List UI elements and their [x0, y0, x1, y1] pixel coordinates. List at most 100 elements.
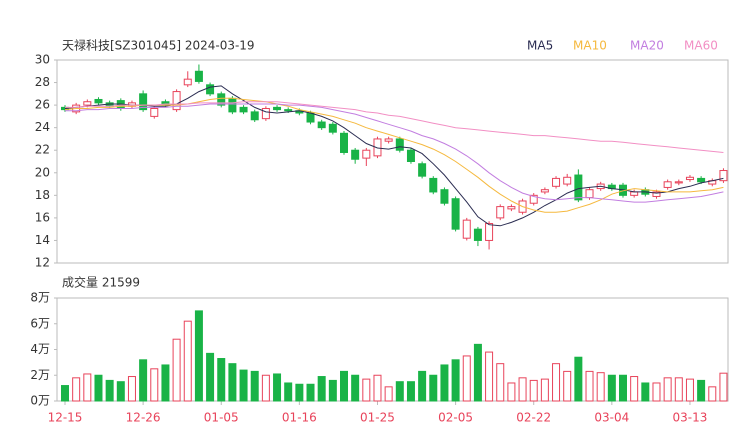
candle-body	[663, 181, 672, 188]
volume-bar	[596, 372, 605, 402]
ma-line	[64, 85, 724, 227]
candle-body	[462, 219, 471, 239]
legend-entry: MA20	[630, 39, 664, 53]
candle-body	[674, 181, 683, 184]
x-tick-label: 03-04	[594, 411, 629, 425]
volume-bar	[161, 364, 170, 402]
volume-bar	[183, 320, 192, 402]
candle-body	[585, 189, 594, 199]
volume-bar	[139, 359, 148, 402]
candle-body	[139, 93, 148, 111]
volume-bar	[239, 369, 248, 402]
candle-body	[239, 106, 248, 113]
volume-bar	[607, 374, 616, 402]
volume-title: 成交量 21599	[62, 275, 140, 290]
volume-bar	[295, 383, 304, 402]
volume-bar	[306, 383, 315, 402]
volume-tick-label: 2万	[30, 368, 50, 382]
candle-body	[529, 194, 538, 204]
volume-bar	[406, 381, 415, 402]
candle-body	[451, 198, 460, 230]
volume-bar	[685, 378, 694, 402]
y-tick-label: 22	[35, 143, 50, 157]
volume-bar	[451, 359, 460, 402]
volume-bar	[574, 356, 583, 402]
volume-bar	[384, 386, 393, 402]
y-tick-label: 20	[35, 165, 50, 179]
volume-bar	[641, 382, 650, 402]
candle-body	[94, 98, 103, 104]
candle-body	[563, 176, 572, 185]
x-tick-label: 02-22	[516, 411, 551, 425]
volume-bar	[462, 355, 471, 402]
volume-bar	[663, 377, 672, 402]
volume-bar	[529, 379, 538, 402]
candle-body	[552, 177, 561, 187]
x-tick-label: 01-05	[204, 411, 239, 425]
candle-body	[250, 111, 259, 121]
volume-bar	[362, 378, 371, 402]
volume-bar	[697, 379, 706, 402]
candle-body	[384, 138, 393, 142]
y-tick-label: 16	[35, 210, 50, 224]
volume-bar	[284, 382, 293, 402]
candle-body	[340, 132, 348, 153]
volume-bar	[440, 364, 449, 402]
candle-body	[630, 191, 639, 196]
volume-bar	[61, 385, 69, 402]
volume-bar	[429, 374, 438, 402]
x-tick-label: 03-13	[673, 411, 708, 425]
candle-body	[373, 138, 382, 157]
y-tick-label: 26	[35, 98, 50, 112]
volume-bar	[317, 376, 326, 402]
candle-body	[719, 170, 728, 182]
candle-body	[540, 189, 549, 193]
ma-line	[65, 103, 724, 203]
candle-body	[685, 176, 694, 181]
candle-body	[261, 107, 270, 120]
volume-bar	[552, 363, 561, 402]
volume-bar	[94, 374, 103, 402]
x-tick-label: 12-26	[126, 411, 161, 425]
candle-body	[83, 101, 92, 106]
volume-bar	[127, 376, 136, 402]
x-tick-label: 01-25	[360, 411, 395, 425]
volume-bar	[250, 370, 259, 402]
volume-bar	[708, 386, 717, 402]
volume-bar	[194, 310, 203, 402]
candle-body	[496, 206, 505, 219]
candle-body	[485, 223, 494, 241]
volume-bar	[485, 351, 494, 402]
candle-body	[429, 177, 438, 193]
volume-bar	[340, 370, 348, 402]
volume-bar	[373, 374, 382, 402]
volume-bar	[507, 382, 516, 402]
y-tick-label: 24	[35, 120, 50, 134]
candle-body	[507, 206, 516, 210]
chart-title: 天禄科技[SZ301045] 2024-03-19	[62, 38, 255, 53]
y-tick-label: 18	[35, 188, 50, 202]
candle-body	[395, 138, 404, 151]
volume-bar	[105, 379, 114, 402]
y-tick-label: 28	[35, 75, 50, 89]
candle-body	[574, 174, 583, 201]
candle-body	[306, 112, 315, 123]
volume-tick-label: 0万	[30, 394, 50, 408]
candle-body	[217, 93, 226, 106]
candle-body	[473, 228, 482, 241]
volume-bar	[540, 378, 549, 402]
candle-body	[172, 91, 181, 111]
volume-bar	[473, 343, 482, 402]
volume-tick-label: 4万	[30, 342, 50, 356]
legend-entry: MA60	[684, 39, 718, 53]
volume-bar	[674, 377, 683, 402]
candle-body	[418, 163, 427, 177]
volume-bar	[83, 373, 92, 402]
volume-bar	[328, 379, 337, 402]
candle-body	[317, 121, 326, 129]
price-frame	[56, 59, 729, 264]
ma-line	[65, 101, 724, 153]
volume-bar	[261, 374, 270, 402]
volume-bar	[619, 374, 627, 402]
